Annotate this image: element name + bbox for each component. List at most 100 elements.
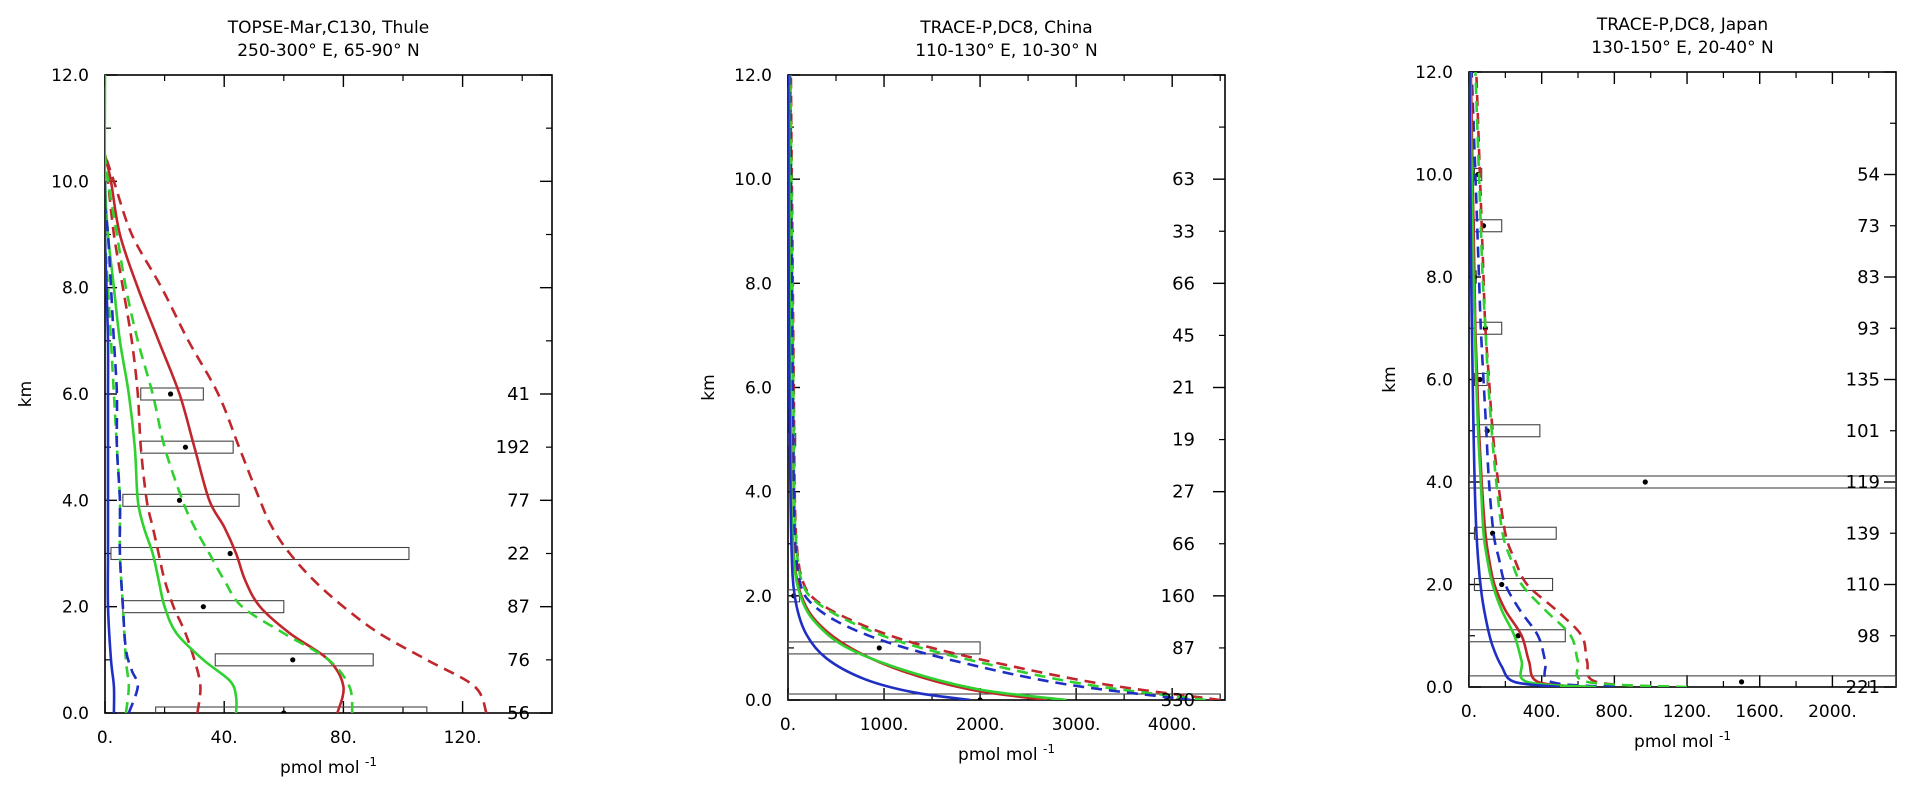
profile-line-1 xyxy=(105,154,488,713)
y-tick-label: 4.0 xyxy=(62,491,89,511)
x-tick-label: 80. xyxy=(330,728,357,748)
sample-count: 63 xyxy=(1172,169,1195,190)
x-tick-label: 0. xyxy=(780,715,796,735)
y-tick-label: 2.0 xyxy=(1426,576,1453,596)
profile-line-3 xyxy=(105,75,238,713)
chart-subtitle: 130-150° E, 20-40° N xyxy=(1591,38,1774,58)
chart-subtitle: 250-300° E, 65-90° N xyxy=(237,41,420,61)
sample-count: 93 xyxy=(1857,318,1880,339)
y-tick-label: 2.0 xyxy=(745,587,772,607)
observation-mean-dot xyxy=(290,657,296,663)
sample-count: 98 xyxy=(1857,626,1880,647)
y-tick-label: 4.0 xyxy=(1426,473,1453,493)
y-tick-label: 12.0 xyxy=(734,66,772,86)
observation-mean-dot xyxy=(227,550,233,557)
profile-line-2 xyxy=(105,154,202,713)
x-tick-label: 1200. xyxy=(1663,702,1712,722)
plot-area xyxy=(788,75,1221,700)
sample-count: 27 xyxy=(1172,482,1195,503)
y-tick-label: 8.0 xyxy=(745,274,772,294)
x-tick-label: 2000. xyxy=(956,715,1005,735)
x-tick-label: 4000. xyxy=(1148,715,1197,735)
x-tick-label: 3000. xyxy=(1052,715,1101,735)
y-tick-label: 6.0 xyxy=(745,379,772,399)
chart-title: TRACE-P,DC8, Japan xyxy=(1596,15,1768,35)
observation-mean-dot xyxy=(977,697,983,700)
y-axis-label: km xyxy=(1380,366,1400,392)
sample-count: 21 xyxy=(1172,378,1195,399)
sample-count: 22 xyxy=(507,544,530,565)
sample-count: 77 xyxy=(507,490,530,511)
observation-box xyxy=(1473,424,1541,438)
profile-line-6 xyxy=(105,181,116,713)
panel-china: TRACE-P,DC8, China 110-130° E, 10-30° N 0.… xyxy=(699,18,1226,765)
sample-count: 56 xyxy=(507,703,530,724)
y-axis-label: km xyxy=(16,381,36,407)
x-tick-label: 40. xyxy=(211,728,238,748)
observation-mean-dot xyxy=(182,444,189,450)
observation-mean-dot xyxy=(281,710,287,713)
observation-mean-dot xyxy=(200,604,206,610)
observation-box xyxy=(155,706,428,713)
y-tick-label: 8.0 xyxy=(62,279,89,299)
sample-count: 135 xyxy=(1846,370,1880,391)
observation-mean-dot xyxy=(1515,633,1521,639)
profile-line-2 xyxy=(1470,72,1615,687)
profile-line-0 xyxy=(1475,72,1669,687)
observation-mean-dot xyxy=(1642,479,1648,485)
plot-frame xyxy=(787,74,1226,701)
chart-title: TRACE-P,DC8, China xyxy=(919,18,1092,38)
observation-box xyxy=(1469,675,1896,687)
y-tick-label: 0.0 xyxy=(745,691,772,711)
sample-count: 66 xyxy=(1172,273,1195,294)
x-tick-label: 800. xyxy=(1595,702,1633,722)
sample-count: 33 xyxy=(1172,221,1195,242)
y-tick-label: 10.0 xyxy=(51,172,89,192)
observation-mean-dot xyxy=(1738,679,1745,685)
y-tick-label: 2.0 xyxy=(62,598,89,618)
profile-line-3 xyxy=(788,75,1048,700)
observation-box xyxy=(1473,321,1503,335)
sample-count: 160 xyxy=(1161,586,1195,607)
plot-area xyxy=(105,75,488,713)
sample-count: 73 xyxy=(1857,216,1880,237)
observation-mean-dot xyxy=(1477,376,1483,383)
profile-line-4 xyxy=(1469,72,1597,687)
chart-subtitle: 110-130° E, 10-30° N xyxy=(915,41,1098,61)
profile-line-0 xyxy=(105,154,345,713)
y-tick-label: 4.0 xyxy=(745,483,772,503)
plot-area xyxy=(1469,72,1896,687)
y-tick-label: 12.0 xyxy=(1415,63,1453,83)
observation-box xyxy=(140,387,204,401)
profile-line-4 xyxy=(105,154,354,713)
sample-count: 87 xyxy=(1172,638,1195,659)
observation-box xyxy=(1469,475,1896,489)
x-tick-label: 2000. xyxy=(1808,702,1857,722)
x-tick-label: 1600. xyxy=(1735,702,1784,722)
y-tick-label: 0.0 xyxy=(1426,678,1453,698)
observation-box xyxy=(1473,577,1554,592)
sample-count: 119 xyxy=(1846,472,1880,493)
profile-line-4 xyxy=(788,75,1067,700)
x-tick-label: 0. xyxy=(97,728,113,748)
plot-frame xyxy=(1468,71,1897,688)
sample-count: 139 xyxy=(1846,523,1880,544)
sample-count: 87 xyxy=(507,597,530,618)
observation-mean-dot xyxy=(1499,581,1505,588)
observation-mean-dot xyxy=(176,497,183,503)
y-tick-label: 8.0 xyxy=(1426,268,1453,288)
sample-count: 66 xyxy=(1172,534,1195,555)
panel-thule: TOPSE-Mar,C130, Thule 250-300° E, 65-90° … xyxy=(16,18,553,778)
sample-count: 330 xyxy=(1161,690,1195,711)
x-tick-label: 400. xyxy=(1523,702,1561,722)
observation-box xyxy=(214,653,374,667)
x-axis-label: pmol mol -1 xyxy=(958,742,1055,765)
sample-count: 41 xyxy=(507,384,530,405)
sample-count: 221 xyxy=(1846,677,1880,698)
profile-line-5 xyxy=(1469,72,1561,687)
observation-box xyxy=(110,546,410,561)
profile-line-0 xyxy=(789,75,1221,700)
profile-line-5 xyxy=(788,75,971,700)
sample-count: 54 xyxy=(1857,165,1880,186)
